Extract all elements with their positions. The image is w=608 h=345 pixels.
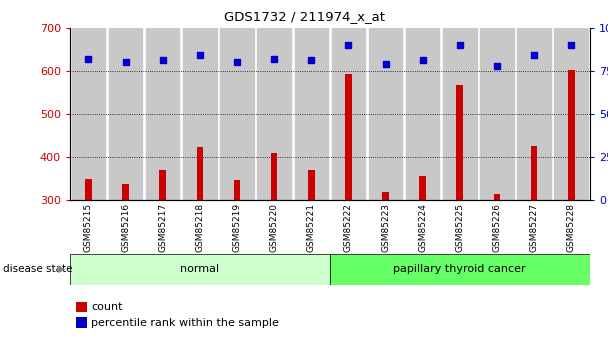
Bar — [294, 28, 328, 200]
Point — [566, 42, 576, 48]
Point — [269, 56, 279, 61]
Bar — [122, 184, 129, 200]
Bar — [345, 74, 352, 200]
Bar — [517, 28, 551, 200]
Bar — [382, 193, 389, 200]
Bar — [443, 28, 477, 200]
Bar — [85, 179, 92, 200]
Bar — [568, 70, 575, 200]
Bar — [369, 28, 402, 200]
Point — [455, 42, 465, 48]
Bar — [494, 194, 500, 200]
Point — [158, 58, 168, 63]
Bar — [196, 148, 203, 200]
Point — [195, 52, 205, 58]
Point — [232, 59, 242, 65]
Point — [529, 52, 539, 58]
Bar — [159, 170, 166, 200]
Point — [381, 61, 390, 67]
Text: percentile rank within the sample: percentile rank within the sample — [91, 318, 279, 327]
Bar — [531, 146, 537, 200]
Bar — [257, 28, 291, 200]
Text: normal: normal — [181, 264, 219, 274]
Bar — [109, 28, 142, 200]
Text: papillary thyroid cancer: papillary thyroid cancer — [393, 264, 526, 274]
Bar — [457, 85, 463, 200]
Bar — [554, 28, 588, 200]
Bar — [480, 28, 514, 200]
Bar — [233, 180, 240, 200]
Bar — [420, 176, 426, 200]
Text: GDS1732 / 211974_x_at: GDS1732 / 211974_x_at — [224, 10, 384, 23]
Point — [492, 63, 502, 68]
Point — [344, 42, 353, 48]
Bar — [308, 170, 314, 200]
Bar — [70, 254, 330, 285]
Bar — [406, 28, 440, 200]
Point — [418, 58, 427, 63]
Text: ▶: ▶ — [58, 264, 65, 274]
Bar — [330, 254, 590, 285]
Bar — [332, 28, 365, 200]
Text: disease state: disease state — [3, 264, 72, 274]
Point — [84, 56, 94, 61]
Bar — [271, 152, 277, 200]
Text: count: count — [91, 302, 123, 312]
Bar — [183, 28, 216, 200]
Bar — [146, 28, 179, 200]
Bar — [72, 28, 105, 200]
Bar — [220, 28, 254, 200]
Point — [306, 58, 316, 63]
Point — [121, 59, 131, 65]
